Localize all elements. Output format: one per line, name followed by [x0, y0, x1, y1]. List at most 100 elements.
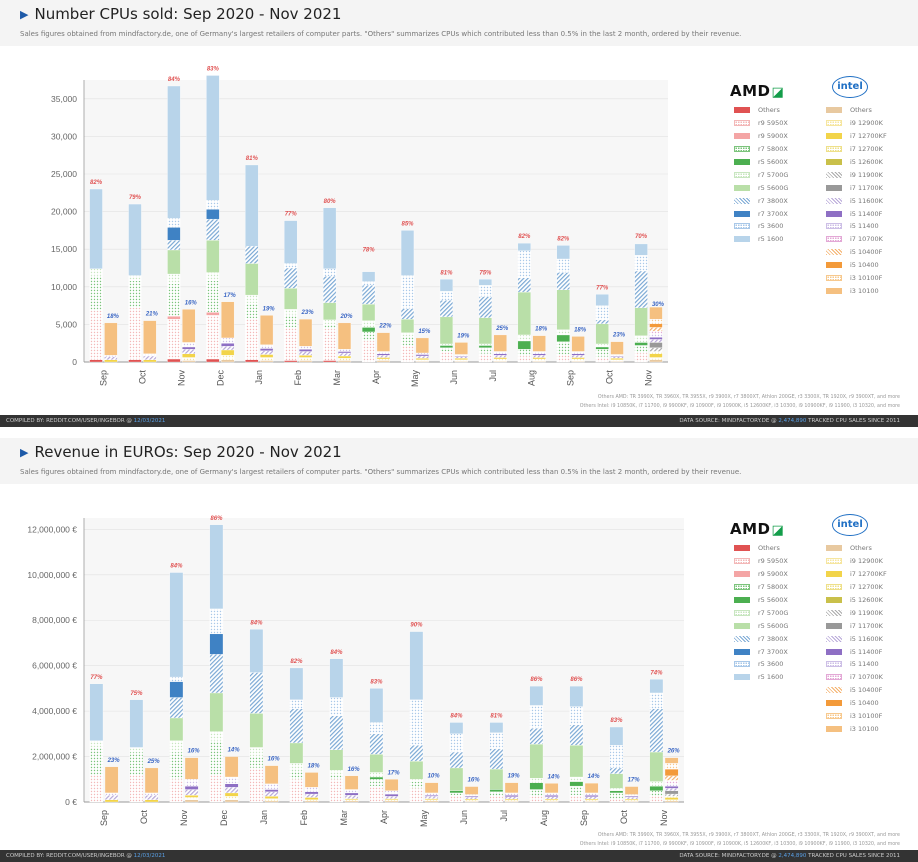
bar-segment-intel-i3-10100 [221, 301, 235, 339]
bar-segment-intel-i5-11400 [454, 354, 468, 357]
bar-segment-intel-i5-11400 [264, 783, 279, 790]
legend-swatch [734, 545, 750, 552]
legend-label: r7 5700G [758, 608, 789, 617]
legend-swatch [734, 236, 750, 243]
bar-segment-amd-r7-3800x [649, 708, 664, 753]
bar-segment-amd-r7-5700g [556, 329, 570, 336]
legend-swatch [826, 609, 842, 616]
bar-segment-amd-r5-3600 [489, 732, 504, 749]
bar-segment-amd-r5-5600g [206, 240, 220, 273]
bar-segment-amd-r5-5600x [634, 342, 648, 346]
bar-segment-amd-r9-5950x [569, 795, 584, 803]
bar-segment-amd-r5-1600 [167, 85, 181, 219]
bar-segment-amd-r7-5700g [649, 781, 664, 787]
amd-logo: AMD◪ [730, 520, 784, 538]
legend-item-intel-i5-10400: i5 10400 [826, 259, 887, 272]
bar-segment-intel-i3-10100f [664, 763, 679, 770]
bar-segment-intel-i9-11900k [649, 347, 663, 352]
amd-share-label: 84% [450, 713, 463, 719]
legend-label: i3 10100 [850, 286, 879, 295]
bar-segment-amd-r5-3600 [449, 733, 464, 753]
bar-segment-intel-i7-12700kf [464, 798, 479, 801]
bar-segment-intel-i5-11400 [224, 776, 239, 784]
bar-segment-intel-i9-12900k [384, 799, 399, 802]
bar-segment-intel-i3-10100 [264, 765, 279, 784]
bar-segment-amd-r7-5700g [439, 343, 454, 346]
intel-share-label: 15% [418, 329, 431, 335]
revenue-panel: ▶ Revenue in EUROs: Sep 2020 - Nov 2021 S… [0, 438, 918, 862]
bar-segment-intel-i9-12900k [221, 355, 235, 360]
legend-label: i9 11900K [850, 170, 883, 179]
bar-segment-intel-i5-11400 [104, 792, 119, 796]
x-tick-label: Sep [99, 810, 109, 826]
bar-segment-amd-r5-5600x [489, 789, 504, 792]
bar-segment-intel-others [264, 800, 279, 803]
x-tick-label: Feb [299, 810, 309, 826]
legend-label: r9 5950X [758, 119, 788, 128]
bar-segment-amd-r7-5700g [206, 272, 220, 281]
bar-segment-amd-r5-5600x [362, 327, 376, 333]
bar-segment-intel-i5-11400 [415, 352, 429, 355]
bar-segment-amd-r5-5600g [369, 754, 384, 773]
bar-segment-intel-i7-12700kf [415, 358, 429, 360]
legend-item-amd-r5-5600g: r5 5600G [734, 181, 788, 194]
intel-share-label: 16% [268, 757, 281, 763]
legend-swatch [826, 210, 842, 217]
x-tick-label: Nov [644, 370, 654, 387]
legend-swatch [734, 609, 750, 616]
bar-segment-intel-others [224, 799, 239, 803]
legend-item-amd-r5-1600: r5 1600 [734, 233, 788, 246]
bar-segment-intel-i7-12700kf [610, 358, 624, 360]
legend-item-intel-i7-10700k: i7 10700K [826, 233, 887, 246]
legend-label: r7 3700X [758, 209, 788, 218]
plot-area [84, 518, 684, 802]
chart-title-text: Number CPUs sold: Sep 2020 - Nov 2021 [34, 5, 342, 23]
footer-date-link[interactable]: 12/03/2021 [133, 418, 166, 424]
bar-segment-intel-i9-12900k [304, 799, 319, 802]
x-tick-label: Apr [371, 370, 381, 384]
intel-share-label: 20% [339, 314, 353, 320]
bar-segment-amd-r5-1600 [649, 679, 664, 694]
bar-segment-amd-r7-5800x [89, 747, 104, 775]
bar-segment-intel-i5-11600k [454, 356, 468, 359]
bar-segment-intel-others [376, 360, 390, 363]
x-tick-label: Jul [499, 810, 509, 822]
intel-share-label: 19% [508, 774, 521, 780]
bar-segment-amd-others [128, 359, 142, 363]
bar-segment-amd-r7-5700g [369, 772, 384, 778]
bar-segment-intel-i7-10700k [664, 780, 679, 784]
legend-item-intel-i5-10400f: i5 10400F [826, 246, 887, 259]
legend-swatch [826, 584, 842, 591]
bar-segment-amd-r5-5600g [478, 317, 492, 345]
bar-segment-amd-r9-5950x [649, 796, 664, 803]
legend-swatch [734, 571, 750, 578]
bar-segment-amd-r9-5950x [595, 356, 609, 363]
bar-segment-intel-i3-10100 [454, 342, 468, 355]
legend-item-intel-i5-10400f: i5 10400F [826, 684, 887, 697]
bar-segment-intel-i9-12900k [376, 358, 390, 361]
footer-count-link[interactable]: 2,474,890 [778, 418, 807, 424]
x-tick-label: Feb [293, 370, 303, 386]
bar-segment-intel-i3-10100 [184, 757, 199, 780]
bar-segment-amd-r7-5800x [167, 283, 181, 317]
bar-segment-intel-i5-11400f [384, 793, 399, 797]
chart-header: ▶ Number CPUs sold: Sep 2020 - Nov 2021 S… [0, 0, 918, 46]
amd-logo: AMD◪ [730, 82, 784, 100]
legend-item-intel-i3-10100: i3 10100 [826, 722, 887, 735]
bar-segment-amd-r5-5600g [245, 263, 259, 296]
footer-date-link[interactable]: 12/03/2021 [133, 853, 166, 859]
bar-segment-intel-i5-11600k [415, 355, 429, 359]
intel-share-label: 19% [263, 306, 276, 312]
bar-segment-intel-i5-11400f [649, 337, 663, 340]
bar-segment-amd-r9-5950x [478, 353, 492, 363]
bar-segment-amd-r7-5700g [323, 319, 337, 325]
bar-segment-amd-r9-5950x [409, 788, 424, 803]
amd-share-label: 84% [170, 564, 183, 570]
legend-item-amd-others: Others [734, 542, 788, 555]
footer-source: DATA SOURCE: MINDFACTORY.DE @ 2,474,890 … [679, 853, 900, 859]
bar-segment-amd-r5-5600g [167, 249, 181, 275]
footer-count-link[interactable]: 2,474,890 [778, 853, 807, 859]
bar-segment-amd-r5-3600 [595, 305, 609, 321]
bar-segment-intel-i5-11600k [182, 349, 196, 354]
bar-segment-amd-others [284, 360, 298, 363]
